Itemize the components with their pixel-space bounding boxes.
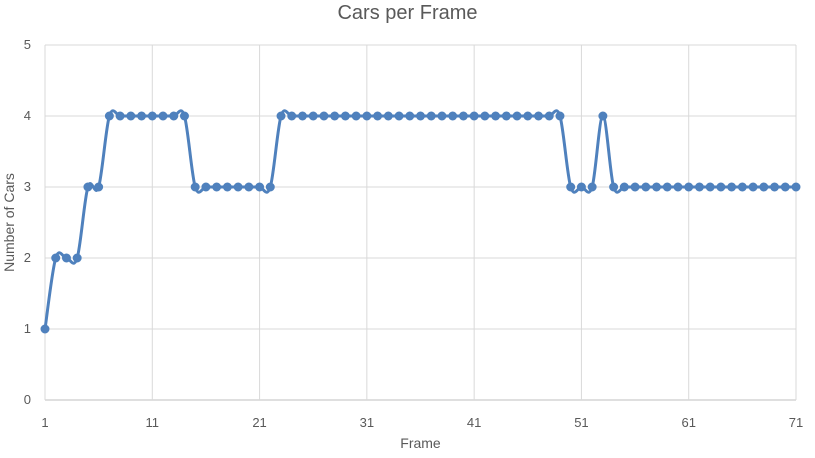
data-point	[598, 111, 608, 121]
data-point	[512, 111, 522, 121]
data-point	[609, 182, 619, 192]
series-line	[43, 109, 797, 330]
data-point	[480, 111, 490, 121]
series-layer	[40, 109, 801, 334]
data-point	[137, 111, 147, 121]
data-point	[448, 111, 458, 121]
data-point	[308, 111, 318, 121]
data-point	[501, 111, 511, 121]
data-point	[169, 111, 179, 121]
x-tick-label: 71	[789, 415, 803, 430]
data-point	[523, 111, 533, 121]
data-point	[694, 182, 704, 192]
data-point	[158, 111, 168, 121]
data-point	[716, 182, 726, 192]
x-tick-label: 11	[146, 415, 160, 430]
data-point	[383, 111, 393, 121]
y-tick-label: 0	[24, 392, 31, 407]
data-point	[641, 182, 651, 192]
data-point	[619, 182, 629, 192]
y-tick-label: 3	[24, 179, 31, 194]
data-point	[673, 182, 683, 192]
x-axis-title: Frame	[400, 435, 441, 451]
data-point	[491, 111, 501, 121]
data-point	[351, 111, 361, 121]
data-point	[705, 182, 715, 192]
data-point	[727, 182, 737, 192]
data-point	[362, 111, 372, 121]
data-point	[244, 182, 254, 192]
data-point	[534, 111, 544, 121]
y-tick-label: 1	[24, 321, 31, 336]
x-tick-label: 41	[467, 415, 481, 430]
data-point	[437, 111, 447, 121]
data-point	[587, 182, 597, 192]
data-point	[40, 324, 50, 334]
data-point	[94, 182, 104, 192]
x-tick-label: 31	[360, 415, 374, 430]
y-tick-label: 2	[24, 250, 31, 265]
data-point	[201, 182, 211, 192]
data-point	[83, 182, 93, 192]
data-point	[190, 182, 200, 192]
data-point	[662, 182, 672, 192]
data-point	[330, 111, 340, 121]
y-tick-label: 5	[24, 37, 31, 52]
data-point	[115, 111, 125, 121]
data-point	[555, 111, 565, 121]
data-point	[737, 182, 747, 192]
data-point	[405, 111, 415, 121]
data-point	[652, 182, 662, 192]
data-point	[212, 182, 222, 192]
data-point	[147, 111, 157, 121]
data-point	[319, 111, 329, 121]
data-point	[566, 182, 576, 192]
data-point	[458, 111, 468, 121]
data-point	[255, 182, 265, 192]
x-tick-label: 51	[574, 415, 588, 430]
data-point	[104, 111, 114, 121]
data-point	[126, 111, 136, 121]
x-tick-label: 1	[41, 415, 48, 430]
grid	[44, 44, 797, 401]
data-point	[297, 111, 307, 121]
data-point	[684, 182, 694, 192]
data-point	[544, 111, 554, 121]
data-point	[469, 111, 479, 121]
data-point	[780, 182, 790, 192]
data-point	[72, 253, 82, 263]
data-point	[426, 111, 436, 121]
y-axis-title: Number of Cars	[1, 173, 17, 272]
data-point	[791, 182, 801, 192]
data-point	[748, 182, 758, 192]
data-point	[416, 111, 425, 121]
data-point	[340, 111, 350, 121]
data-point	[222, 182, 232, 192]
data-point	[276, 111, 286, 121]
data-point	[287, 111, 297, 121]
data-point	[630, 182, 640, 192]
data-point	[770, 182, 780, 192]
data-point	[61, 253, 71, 263]
x-tick-label: 61	[681, 415, 695, 430]
x-tick-label: 21	[252, 415, 266, 430]
data-point	[179, 111, 189, 121]
y-tick-label: 4	[24, 108, 31, 123]
data-point	[373, 111, 383, 121]
data-point	[759, 182, 769, 192]
data-point	[265, 182, 275, 192]
data-point	[394, 111, 404, 121]
chart-title: Cars per Frame	[337, 2, 478, 24]
data-point	[576, 182, 586, 192]
data-point	[51, 253, 61, 263]
data-point	[233, 182, 243, 192]
